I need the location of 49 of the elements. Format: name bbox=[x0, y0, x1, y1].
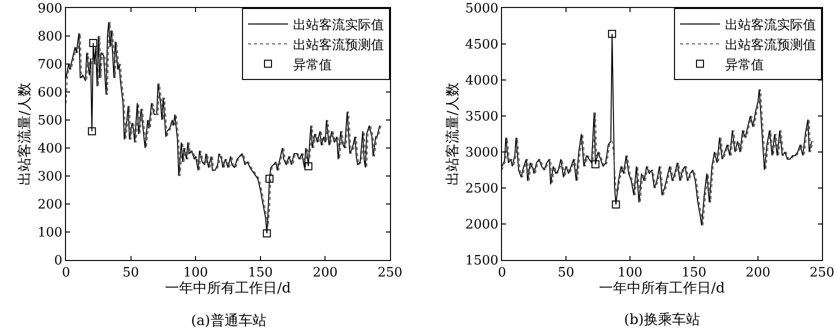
y-tick-label: 2000 bbox=[465, 218, 498, 233]
x-tick-label: 200 bbox=[746, 266, 770, 281]
y-tick-label: 800 bbox=[38, 30, 62, 45]
point bbox=[262, 229, 271, 238]
y-tick-label: 2500 bbox=[465, 182, 498, 197]
x-tick-label: 250 bbox=[378, 266, 402, 281]
y-axis-title: 出站客流量/人数 bbox=[17, 82, 34, 186]
text: (a)普通车站 bbox=[191, 312, 266, 329]
legend-label: 异常值 bbox=[725, 58, 764, 73]
line-series bbox=[502, 88, 814, 226]
x-tick-label: 100 bbox=[618, 266, 642, 281]
point bbox=[265, 174, 274, 183]
y-tick-label: 4000 bbox=[465, 74, 498, 89]
y-tick-label: 5000 bbox=[465, 2, 498, 17]
y-tick-label: 300 bbox=[38, 170, 62, 185]
x-axis-title: 一年中所有工作日/d bbox=[165, 280, 291, 297]
text: (b)换乘车站 bbox=[624, 312, 700, 328]
point bbox=[89, 39, 98, 47]
y-tick-label: 0 bbox=[54, 254, 62, 269]
x-tick-label: 50 bbox=[122, 266, 140, 281]
x-tick-label: 100 bbox=[183, 266, 208, 281]
legend-label: 出站客流预测值 bbox=[293, 36, 384, 53]
point bbox=[608, 30, 616, 38]
y-tick-label: 500 bbox=[38, 114, 62, 129]
legend-label: 出站客流实际值 bbox=[293, 17, 384, 34]
x-tick-label: 150 bbox=[682, 266, 706, 281]
y-tick-label: 900 bbox=[38, 2, 62, 17]
y-tick-label: 4500 bbox=[465, 38, 498, 53]
y-tick-label: 200 bbox=[38, 198, 62, 213]
point bbox=[612, 200, 620, 209]
y-tick-label: 3500 bbox=[465, 110, 498, 125]
x-tick-label: 200 bbox=[312, 266, 338, 281]
y-axis-title: 出站客流量/人数 bbox=[444, 82, 461, 186]
point bbox=[88, 127, 96, 136]
y-tick-label: 3000 bbox=[465, 146, 498, 161]
y-tick-label: 100 bbox=[38, 226, 62, 241]
y-tick-label: 400 bbox=[38, 142, 62, 157]
legend-label: 异常值 bbox=[293, 58, 332, 73]
y-tick-label: 700 bbox=[38, 58, 62, 73]
y-tick-label: 600 bbox=[38, 86, 62, 101]
x-tick-label: 250 bbox=[810, 266, 834, 281]
y-tick-label: 1500 bbox=[465, 254, 498, 269]
x-tick-label: 50 bbox=[558, 266, 574, 281]
point bbox=[591, 160, 600, 168]
legend-label: 出站客流预测值 bbox=[725, 36, 816, 53]
x-axis-title: 一年中所有工作日/d bbox=[599, 280, 725, 297]
x-tick-label: 150 bbox=[248, 266, 273, 281]
point bbox=[304, 162, 312, 170]
legend-label: 出站客流实际值 bbox=[725, 17, 816, 34]
